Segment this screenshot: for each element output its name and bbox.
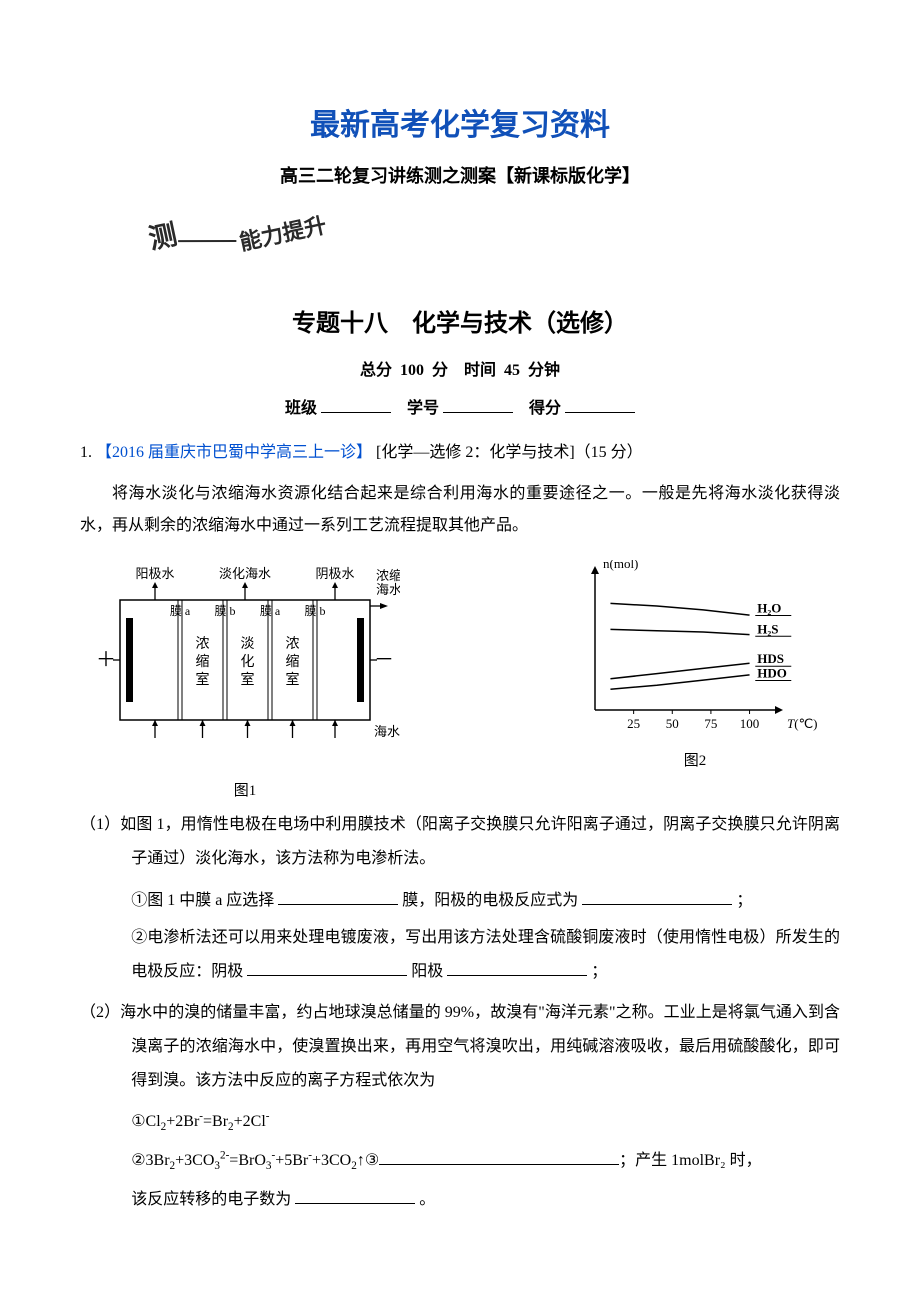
figure-1-caption: 图1 xyxy=(90,779,400,800)
stamp-graphic: 测 能力提升 xyxy=(140,198,840,273)
sub-q1-head: （1）如图 1，用惰性电极在电场中利用膜技术（阳离子交换膜只允许阳离子通过，阴离… xyxy=(80,808,840,875)
sub-q1-a: ①图 1 中膜 a 应选择 膜，阳极的电极反应式为 ； xyxy=(80,884,840,918)
svg-text:膜 a: 膜 a xyxy=(260,604,281,618)
svg-text:膜 b: 膜 b xyxy=(214,604,235,618)
stamp-text-2: 能力提升 xyxy=(237,212,328,255)
svg-text:50: 50 xyxy=(666,716,679,731)
svg-text:缩: 缩 xyxy=(286,654,300,670)
time-value: 45 xyxy=(504,362,520,379)
svg-text:阴极水: 阴极水 xyxy=(315,566,354,581)
question-suffix: [化学—选修 2：化学与技术]（15 分） xyxy=(376,444,643,461)
score-line: 总分 100 分 时间 45 分钟 xyxy=(80,356,840,380)
svg-text:HDO: HDO xyxy=(757,666,787,681)
question-source-link[interactable]: 【2016 届重庆市巴蜀中学高三上一诊】 xyxy=(96,444,372,461)
blank-1a-1 xyxy=(278,888,398,905)
id-blank xyxy=(443,396,513,413)
svg-text:浓缩: 浓缩 xyxy=(376,568,400,583)
svg-text:海水: 海水 xyxy=(374,724,400,739)
sub-q2-eq1: ①Cl2+2Br-=Br2+2Cl- xyxy=(80,1105,840,1140)
sub-q2-tail-text: 该反应转移的电子数为 xyxy=(131,1191,291,1208)
subtitle: 高三二轮复习讲练测之测案【新课标版化学】 xyxy=(80,162,840,188)
svg-text:浓: 浓 xyxy=(286,636,300,652)
blank-2-e xyxy=(295,1187,415,1204)
sub-q1-b-tail: ； xyxy=(591,963,607,980)
svg-text:100: 100 xyxy=(740,716,760,731)
stamp-text-1: 测 xyxy=(146,219,180,256)
blank-1a-2 xyxy=(582,888,732,905)
figure-2-svg: n(mol) 25 50 75 100 T(℃) H₂O H₂S HDSHDO xyxy=(560,560,830,740)
svg-text:浓: 浓 xyxy=(196,636,210,652)
svg-text:海水: 海水 xyxy=(376,582,400,597)
sub-q1-b: ②电渗析法还可以用来处理电镀废液，写出用该方法处理含硫酸铜废液时（使用惰性电极）… xyxy=(80,921,840,988)
sub-q2-tail: 该反应转移的电子数为 。 xyxy=(80,1183,840,1217)
total-label: 总分 xyxy=(360,362,392,379)
sub-q2-tail-period: 。 xyxy=(419,1191,435,1208)
sub-q1-a-text1: ①图 1 中膜 a 应选择 xyxy=(131,892,274,909)
svg-text:缩: 缩 xyxy=(196,654,210,670)
figure-2-caption: 图2 xyxy=(560,749,830,770)
time-unit: 分钟 xyxy=(528,362,560,379)
svg-text:H₂O: H₂O xyxy=(757,601,781,616)
question-number: 1. xyxy=(80,444,92,461)
svg-text:25: 25 xyxy=(627,716,640,731)
score-blank xyxy=(565,396,635,413)
svg-text:室: 室 xyxy=(286,671,300,688)
question-p1: 将海水淡化与浓缩海水资源化结合起来是综合利用海水的重要途径之一。一般是先将海水淡… xyxy=(80,478,840,542)
blank-2-eq3 xyxy=(379,1148,619,1165)
svg-text:n(mol): n(mol) xyxy=(603,560,638,571)
figure-1: 阳极水淡化海水阴极水浓缩海水＋－膜 a膜 b膜 a膜 b浓缩室淡化室浓缩室海水 … xyxy=(90,560,400,800)
total-unit: 分 xyxy=(432,362,448,379)
sub-q1-a-tail: ； xyxy=(736,892,752,909)
blank-1b-1 xyxy=(247,959,407,976)
svg-text:阳极水: 阳极水 xyxy=(135,566,174,581)
svg-text:化: 化 xyxy=(241,654,255,670)
sub-q1-b-text2: 阳极 xyxy=(411,963,443,980)
score-label: 得分 xyxy=(529,400,561,417)
fill-line: 班级 学号 得分 xyxy=(80,394,840,418)
sub-q2-eq2-tail: ；产生 1molBr₂ 时， xyxy=(619,1152,761,1169)
question-head: 1. 【2016 届重庆市巴蜀中学高三上一诊】 [化学—选修 2：化学与技术]（… xyxy=(80,438,840,468)
figure-1-svg: 阳极水淡化海水阴极水浓缩海水＋－膜 a膜 b膜 a膜 b浓缩室淡化室浓缩室海水 xyxy=(90,560,400,770)
svg-text:H₂S: H₂S xyxy=(757,622,778,637)
figure-row: 阳极水淡化海水阴极水浓缩海水＋－膜 a膜 b膜 a膜 b浓缩室淡化室浓缩室海水 … xyxy=(80,560,840,800)
sub-q2-head: （2）海水中的溴的储量丰富，约占地球溴总储量的 99%，故溴有"海洋元素"之称。… xyxy=(80,996,840,1097)
svg-text:室: 室 xyxy=(241,671,255,688)
svg-text:75: 75 xyxy=(704,716,717,731)
main-title: 最新高考化学复习资料 xyxy=(80,100,840,144)
svg-text:膜 a: 膜 a xyxy=(170,604,191,618)
id-label: 学号 xyxy=(407,400,439,417)
sub-q2-eq2: ②3Br2+3CO32-=BrO3-+5Br-+3CO2↑③；产生 1molBr… xyxy=(80,1144,840,1179)
class-label: 班级 xyxy=(285,400,317,417)
time-label: 时间 xyxy=(464,362,496,379)
svg-text:淡化海水: 淡化海水 xyxy=(219,566,271,581)
svg-text:淡: 淡 xyxy=(241,637,255,652)
sub-q1-a-text2: 膜，阳极的电极反应式为 xyxy=(402,892,578,909)
figure-2: n(mol) 25 50 75 100 T(℃) H₂O H₂S HDSHDO 图2 xyxy=(560,560,830,770)
blank-1b-2 xyxy=(447,959,587,976)
svg-text:T(℃): T(℃) xyxy=(787,716,818,731)
svg-text:室: 室 xyxy=(196,671,210,688)
total-value: 100 xyxy=(400,362,424,379)
topic-title: 专题十八 化学与技术（选修） xyxy=(80,303,840,338)
class-blank xyxy=(321,396,391,413)
svg-text:HDS: HDS xyxy=(757,652,784,667)
svg-text:膜 b: 膜 b xyxy=(304,604,325,618)
